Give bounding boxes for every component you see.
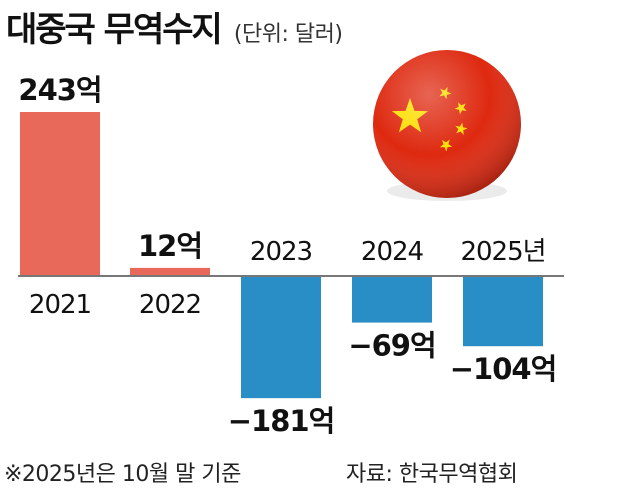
value-label: 12억 (138, 229, 202, 263)
value-label: −181억 (228, 404, 335, 438)
chart-title: 대중국 무역수지 (6, 10, 223, 50)
category-label: 2023 (250, 237, 312, 267)
china-flag-sphere-icon (373, 50, 521, 201)
category-label: 2024 (361, 237, 424, 267)
bar-2021 (20, 112, 100, 276)
bar-2024 (352, 276, 432, 323)
bar-2023 (241, 276, 321, 399)
footnote: ※2025년은 10월 말 기준 (4, 462, 241, 487)
source-note: 자료: 한국무역협회 (346, 462, 518, 487)
bar-2025년 (463, 276, 543, 347)
category-label: 2022 (139, 290, 201, 320)
value-label: −104억 (450, 352, 557, 386)
unit-label: (단위: 달러) (233, 22, 343, 47)
value-label: 243억 (18, 73, 101, 107)
bar-2022 (130, 267, 210, 276)
category-label: 2021 (29, 290, 91, 320)
value-label: −69억 (348, 329, 435, 363)
category-label: 2025년 (460, 237, 545, 267)
chart-header: 대중국 무역수지 (단위: 달러) (6, 2, 343, 51)
